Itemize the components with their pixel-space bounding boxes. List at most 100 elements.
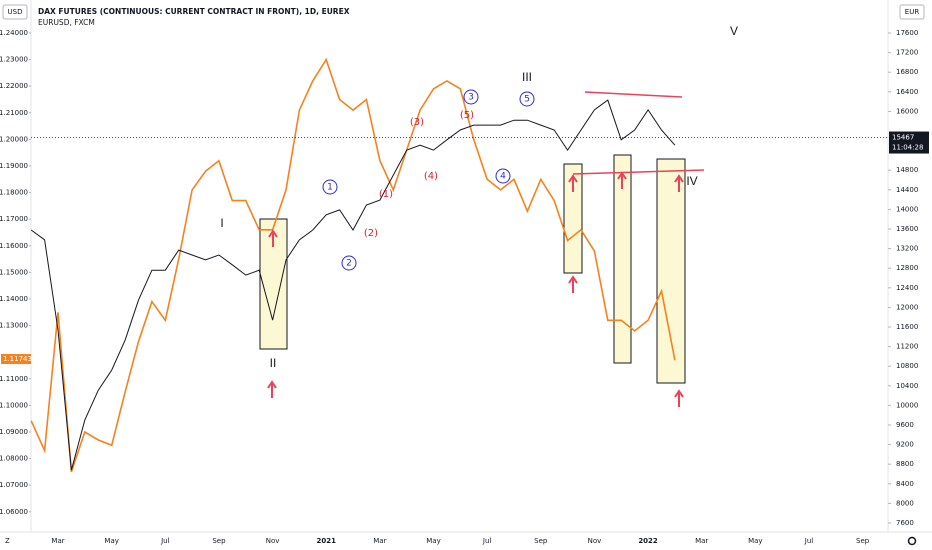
y2-tick-label: 12800 <box>896 264 918 272</box>
price-badge <box>1 354 31 365</box>
y-tick-label: 1.07000 <box>0 481 28 489</box>
wave-label: (2) <box>364 228 378 239</box>
x-tick-label: Nov <box>266 537 280 545</box>
x-tick-label: Mar <box>373 537 386 545</box>
x-tick-label: 2022 <box>638 537 658 545</box>
y2-tick-label: 11200 <box>896 343 918 351</box>
y-tick-label: 1.21000 <box>0 109 28 117</box>
x-tick-label: Mar <box>51 537 64 545</box>
price-badge <box>889 131 929 154</box>
box <box>656 158 686 384</box>
arrows <box>267 171 684 407</box>
arrow <box>268 229 278 247</box>
x-tick-label: Jul <box>482 537 492 545</box>
y2-tick-label: 16400 <box>896 88 918 96</box>
y-tick-label: 1.22000 <box>0 82 28 90</box>
price-badge-label: 1.11743 <box>3 355 32 363</box>
x-tick-label: Sep <box>856 537 870 545</box>
wave-circle <box>463 89 479 105</box>
arrow <box>568 174 578 192</box>
y2-tick-label: 14000 <box>896 205 918 213</box>
y-tick-label: 1.24000 <box>0 29 28 37</box>
y-unit[interactable]: USD <box>8 8 23 16</box>
chart-subtitle: EURUSD, FXCM <box>38 18 95 27</box>
trend-line <box>572 169 705 175</box>
arrow <box>674 174 684 192</box>
y2-tick-label: 11600 <box>896 323 918 331</box>
y2-tick-label: 14800 <box>896 166 918 174</box>
y-tick-label: 1.23000 <box>0 56 28 64</box>
y2-tick-label: 8400 <box>896 480 914 488</box>
wave-labels: I II III IV V 1 2 3 4 5 (1) (2) (3) (4) … <box>220 24 738 370</box>
arrow <box>267 380 277 398</box>
y2-tick-label: 7600 <box>896 519 914 527</box>
wave-label: I <box>220 216 223 230</box>
settings-icon[interactable] <box>907 536 917 546</box>
y2-tick-label: 10000 <box>896 401 918 409</box>
y-tick-label: 1.17000 <box>0 215 28 223</box>
series-line <box>30 99 676 471</box>
highlight-boxes <box>259 154 686 384</box>
trend-line <box>584 91 683 98</box>
trend-lines <box>572 91 705 175</box>
y-tick-label: 1.14000 <box>0 295 28 303</box>
x-tick-label: May <box>426 537 440 545</box>
wave-label: V <box>730 24 738 38</box>
y2-tick-label: 8000 <box>896 499 914 507</box>
unit-box[interactable] <box>899 4 925 20</box>
wave-label: (4) <box>424 171 438 182</box>
x-tick-label: 2021 <box>316 537 336 545</box>
price-badge-label: 15467 <box>892 134 914 142</box>
x-tick-label: May <box>104 537 118 545</box>
box <box>613 154 632 364</box>
wave-label: 3 <box>468 93 474 103</box>
wave-label: (1) <box>379 189 393 200</box>
arrow <box>617 171 627 189</box>
y-tick-label: 1.13000 <box>0 322 28 330</box>
chart-title: DAX FUTURES (CONTINUOUS: CURRENT CONTRAC… <box>38 7 350 16</box>
x-tick-label: May <box>748 537 762 545</box>
wave-label: 1 <box>327 183 333 193</box>
y-tick-label: 1.16000 <box>0 242 28 250</box>
arrow <box>674 389 684 407</box>
x-tick-label: Mar <box>695 537 708 545</box>
x-tick-label: Jul <box>160 537 170 545</box>
wave-label: 5 <box>524 95 530 105</box>
box <box>563 163 583 274</box>
wave-label: II <box>270 356 277 370</box>
arrow <box>568 275 578 293</box>
y2-tick-label: 12400 <box>896 284 918 292</box>
wave-label: (3) <box>410 117 424 128</box>
y2-tick-label: 13200 <box>896 245 918 253</box>
y2-unit[interactable]: EUR <box>905 8 920 16</box>
wave-label: 2 <box>346 259 352 269</box>
y2-tick-label: 8800 <box>896 460 914 468</box>
x-tick-label: Sep <box>212 537 226 545</box>
x-tick-label: Jul <box>804 537 814 545</box>
y-tick-label: 1.15000 <box>0 268 28 276</box>
x-tick-label: Nov <box>588 537 602 545</box>
unit-box[interactable] <box>2 4 28 20</box>
wave-label: III <box>522 70 532 84</box>
wave-circle <box>495 168 511 184</box>
wave-circle <box>341 255 357 271</box>
y-tick-label: 1.09000 <box>0 428 28 436</box>
wave-circle <box>322 179 338 195</box>
y2-tick-label: 17600 <box>896 29 918 37</box>
y-tick-label: 1.19000 <box>0 162 28 170</box>
wave-label: (5) <box>460 110 474 121</box>
y2-tick-label: 10800 <box>896 362 918 370</box>
y-tick-label: 1.20000 <box>0 135 28 143</box>
zoom-button[interactable]: Z <box>5 537 10 545</box>
y-tick-label: 1.10000 <box>0 401 28 409</box>
y2-tick-label: 12000 <box>896 303 918 311</box>
y-tick-label: 1.11000 <box>0 375 28 383</box>
wave-label: 4 <box>500 172 506 182</box>
y2-tick-label: 16000 <box>896 107 918 115</box>
series-line <box>30 57 676 473</box>
plot <box>30 57 888 473</box>
y-tick-label: 1.06000 <box>0 508 28 516</box>
wave-circle <box>519 91 535 107</box>
y2-tick-label: 16800 <box>896 68 918 76</box>
